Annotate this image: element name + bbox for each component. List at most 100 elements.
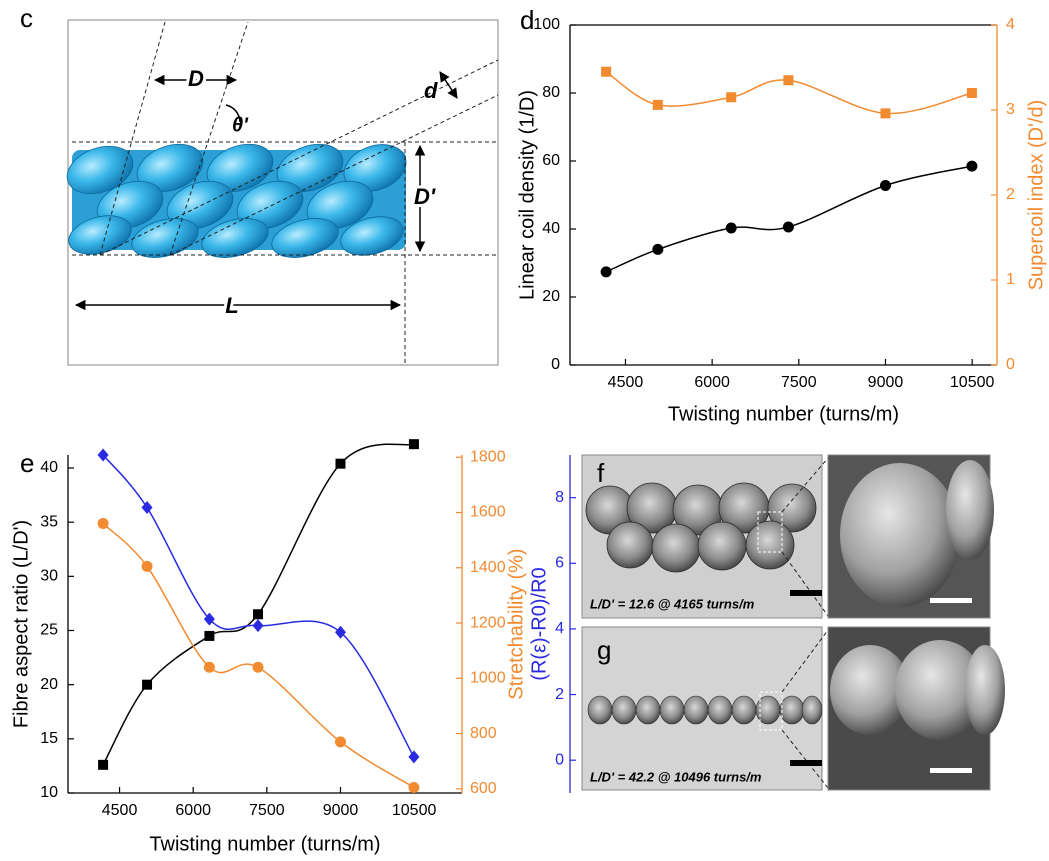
y2-tick-label: 1400 — [470, 559, 506, 576]
data-point — [141, 560, 153, 572]
y2-tick-label: 1800 — [470, 448, 506, 465]
data-point — [880, 108, 891, 119]
y-axis-title: Fibre aspect ratio (L/D') — [10, 520, 32, 728]
y-tick-label: 0 — [551, 356, 560, 373]
data-point — [203, 612, 215, 626]
y2-tick-label: 0 — [1006, 356, 1015, 373]
panel-frame — [67, 19, 499, 366]
data-point — [879, 179, 891, 191]
x-tick-label: 10500 — [392, 802, 437, 819]
data-point — [782, 221, 794, 233]
y2-tick-label: 2 — [1006, 186, 1015, 203]
y-axis-title: Linear coil density (1/D) — [516, 90, 538, 300]
series-line — [605, 165, 973, 273]
data-point — [141, 501, 153, 515]
x-tick-label: 6000 — [694, 374, 730, 391]
data-point — [783, 75, 794, 86]
data-point — [334, 625, 346, 639]
series-line — [102, 454, 415, 758]
yarn — [66, 143, 407, 258]
y-tick-label: 25 — [40, 622, 58, 639]
dimension-label: L — [225, 293, 238, 318]
x-tick-label: 7500 — [781, 374, 817, 391]
data-point — [601, 66, 612, 77]
y2-tick-label: 1000 — [470, 670, 506, 687]
y2-tick-label: 3 — [1006, 101, 1015, 118]
panel-label: f — [597, 458, 605, 488]
panel-label: d — [520, 5, 534, 35]
caption: L/D' = 12.6 @ 4165 turns/m — [590, 596, 755, 611]
dimension-arrows — [74, 71, 458, 311]
y-tick-label: 15 — [40, 730, 58, 747]
y2-axis-title: Stretchability (%) — [505, 548, 527, 699]
y-tick-label: 30 — [40, 568, 58, 585]
data-point — [252, 661, 264, 673]
y2-tick-label: 1600 — [470, 504, 506, 521]
y-tick-label: 20 — [542, 288, 560, 305]
data-point — [335, 458, 346, 469]
y3-tick-label: 2 — [555, 686, 564, 703]
x-tick-label: 6000 — [175, 802, 211, 819]
data-point — [97, 518, 109, 530]
y2-tick-label: 600 — [470, 780, 497, 797]
data-point — [725, 222, 737, 234]
data-point — [408, 439, 419, 450]
panel-g: g L/D' = 42.2 @ 10496 turns/m — [581, 626, 1005, 791]
data-point — [408, 750, 420, 764]
x-tick-label: 4500 — [102, 802, 138, 819]
y2-axis-title: Supercoil index (D'/d) — [1025, 100, 1047, 291]
panel-label: c — [20, 3, 33, 33]
y3-tick-label: 6 — [555, 555, 564, 572]
data-point — [98, 759, 109, 770]
y3-axis-title: (R(ε)-R0)/R0 — [528, 567, 550, 680]
x-tick-label: 9000 — [868, 374, 904, 391]
y3-tick-label: 8 — [555, 489, 564, 506]
data-point — [600, 266, 612, 278]
data-point — [966, 160, 978, 172]
panel-label: e — [20, 448, 34, 478]
guide-lines — [72, 21, 499, 365]
y-tick-label: 100 — [533, 16, 560, 33]
y3-tick-label: 0 — [555, 751, 564, 768]
y3-tick-label: 4 — [555, 620, 564, 637]
series-line — [102, 443, 415, 766]
y-tick-label: 20 — [40, 676, 58, 693]
data-point — [652, 99, 663, 110]
x-tick-label: 10500 — [950, 374, 995, 391]
x-axis-title: Twisting number (turns/m) — [149, 833, 380, 855]
data-point — [966, 88, 977, 98]
x-tick-label: 4500 — [608, 374, 644, 391]
x-tick-label: 9000 — [323, 802, 359, 819]
y2-tick-label: 4 — [1006, 16, 1015, 33]
data-point — [203, 661, 215, 673]
data-point — [652, 243, 664, 255]
data-point — [253, 609, 264, 620]
y-tick-label: 80 — [542, 84, 560, 101]
data-point — [97, 448, 109, 462]
y-tick-label: 60 — [542, 152, 560, 169]
data-point — [726, 92, 737, 103]
data-point — [408, 781, 420, 793]
angle-label: θ' — [232, 114, 249, 136]
data-point — [142, 679, 153, 690]
dimension-label: D' — [414, 184, 436, 209]
y-tick-label: 10 — [40, 784, 58, 801]
data-point — [252, 619, 264, 633]
y2-tick-label: 800 — [470, 725, 497, 742]
y-tick-label: 35 — [40, 513, 58, 530]
y2-tick-label: 1200 — [470, 614, 506, 631]
x-axis-title: Twisting number (turns/m) — [668, 403, 899, 425]
data-point — [334, 736, 346, 748]
x-tick-label: 7500 — [249, 802, 285, 819]
y2-tick-label: 1 — [1006, 271, 1015, 288]
dimension-label: d — [424, 78, 438, 103]
caption: L/D' = 42.2 @ 10496 turns/m — [590, 769, 762, 784]
panel-label: g — [597, 635, 611, 665]
panel-c: c — [20, 3, 499, 366]
dimension-label: D — [188, 66, 204, 91]
data-point — [204, 630, 215, 641]
y-tick-label: 40 — [40, 459, 58, 476]
